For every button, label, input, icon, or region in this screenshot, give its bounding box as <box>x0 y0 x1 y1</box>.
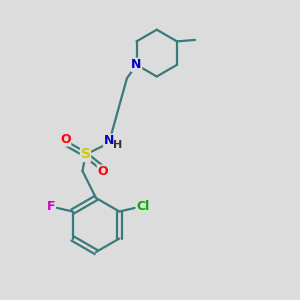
Text: O: O <box>97 165 108 178</box>
Text: N: N <box>131 58 142 71</box>
Text: S: S <box>80 148 91 161</box>
Text: F: F <box>47 200 55 213</box>
Text: Cl: Cl <box>136 200 149 213</box>
Text: O: O <box>60 133 71 146</box>
Text: H: H <box>113 140 122 150</box>
Text: N: N <box>104 134 114 147</box>
